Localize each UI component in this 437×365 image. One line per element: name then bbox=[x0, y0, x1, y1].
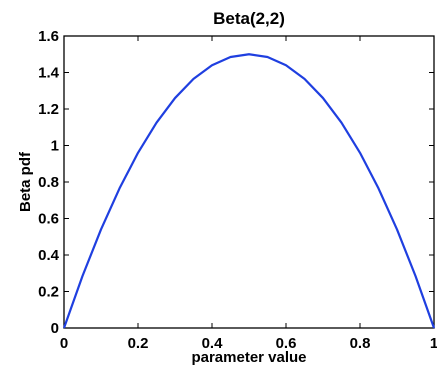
y-tick-label: 1 bbox=[51, 138, 59, 155]
y-axis: 0 0.2 0.4 0.6 0.8 1 1.2 1.4 1.6 bbox=[38, 28, 434, 337]
x-tick-label: 0.6 bbox=[276, 335, 297, 352]
y-tick-label: 1.2 bbox=[38, 101, 59, 118]
y-tick-label: 0.6 bbox=[38, 211, 59, 228]
x-axis-label: parameter value bbox=[191, 349, 306, 365]
y-tick-label: 1.6 bbox=[38, 28, 59, 45]
y-tick-label: 0.2 bbox=[38, 284, 59, 301]
x-tick-label: 0.4 bbox=[202, 335, 224, 352]
y-tick-label: 1.4 bbox=[38, 65, 60, 82]
x-tick-label: 0 bbox=[60, 335, 68, 352]
y-tick-label: 0.4 bbox=[38, 247, 60, 264]
y-tick-label: 0.8 bbox=[38, 174, 59, 191]
plot-area-frame bbox=[63, 35, 435, 329]
series-layer bbox=[62, 53, 436, 329]
x-axis: 0 0.2 0.4 0.6 0.8 1 bbox=[60, 36, 437, 352]
x-tick-label: 1 bbox=[430, 335, 437, 352]
chart-title: Beta(2,2) bbox=[213, 9, 285, 28]
series-line bbox=[62, 53, 436, 329]
y-axis-label: Beta pdf bbox=[17, 151, 34, 212]
y-tick-label: 0 bbox=[51, 320, 59, 337]
x-tick-label: 0.8 bbox=[350, 335, 371, 352]
x-tick-label: 0.2 bbox=[128, 335, 149, 352]
